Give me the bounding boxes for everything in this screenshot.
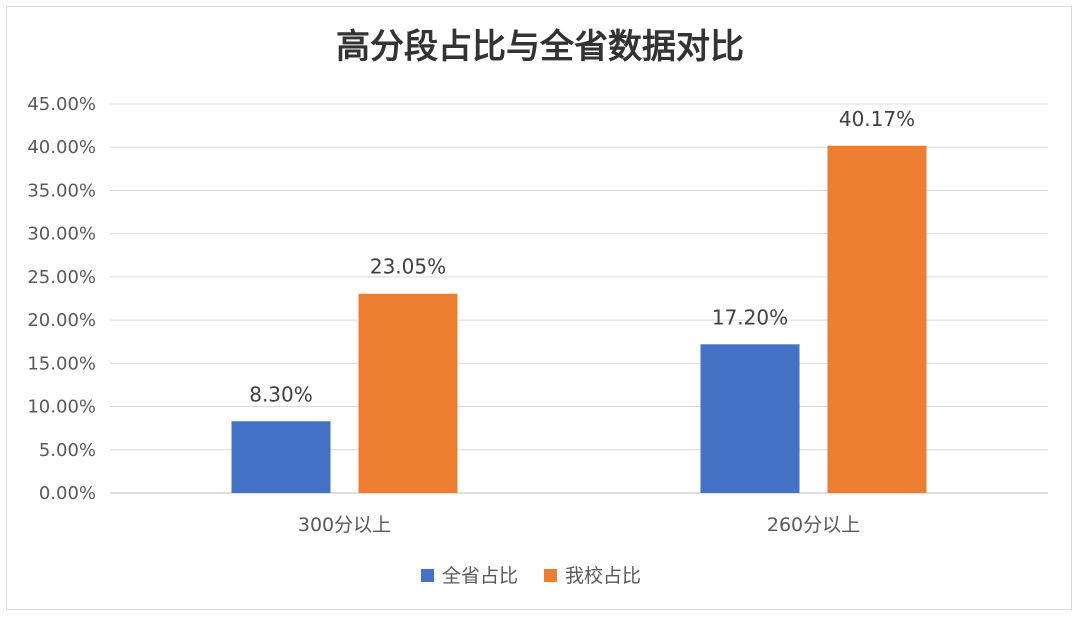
y-tick-label: 30.00% (27, 224, 96, 245)
bar-province-1 (700, 344, 800, 493)
data-label: 40.17% (839, 107, 915, 131)
y-tick-label: 0.00% (39, 483, 96, 504)
data-label: 23.05% (370, 255, 446, 279)
y-tick-label: 40.00% (27, 137, 96, 158)
x-axis-categories: 300分以上 260分以上 (298, 514, 860, 536)
y-tick-label: 10.00% (27, 397, 96, 418)
y-tick-label: 20.00% (27, 310, 96, 331)
bar-school-1 (827, 145, 927, 493)
data-labels: 8.30% 23.05% 17.20% 40.17% (249, 107, 915, 406)
legend-swatch (544, 569, 557, 582)
x-category-label: 300分以上 (298, 514, 391, 536)
legend: 全省占比 我校占比 (421, 565, 641, 587)
data-label: 17.20% (712, 305, 788, 329)
bars (231, 145, 927, 493)
y-tick-label: 25.00% (27, 267, 96, 288)
chart-title: 高分段占比与全省数据对比 (336, 27, 744, 67)
legend-label: 我校占比 (565, 565, 641, 587)
y-tick-label: 45.00% (27, 94, 96, 115)
legend-swatch (421, 569, 434, 582)
y-tick-label: 5.00% (39, 440, 96, 461)
x-category-label: 260分以上 (767, 514, 860, 536)
y-axis-ticks: 0.00% 5.00% 10.00% 15.00% 20.00% 25.00% 30.00%… (27, 94, 96, 504)
data-label: 8.30% (249, 382, 313, 406)
bar-province-0 (231, 421, 331, 493)
legend-label: 全省占比 (442, 565, 518, 587)
y-tick-label: 35.00% (27, 180, 96, 201)
bar-school-0 (358, 293, 458, 493)
y-tick-label: 15.00% (27, 353, 96, 374)
